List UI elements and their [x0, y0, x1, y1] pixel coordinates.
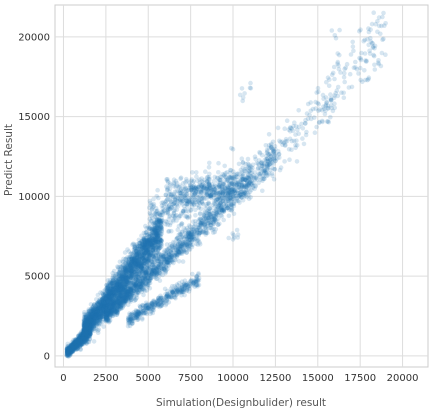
scatter-point: [253, 154, 258, 159]
scatter-point: [191, 225, 196, 230]
scatter-point: [169, 244, 174, 249]
scatter-point: [133, 297, 138, 302]
scatter-point: [129, 288, 134, 293]
scatter-point: [188, 247, 193, 252]
scatter-point: [142, 246, 147, 251]
scatter-point: [167, 255, 172, 260]
scatter-point: [235, 198, 240, 203]
scatter-point: [197, 240, 202, 245]
scatter-point: [159, 239, 164, 244]
scatter-point: [181, 259, 186, 264]
scatter-point: [132, 257, 137, 262]
scatter-point: [67, 348, 72, 353]
scatter-point: [144, 270, 149, 275]
scatter-point: [171, 261, 176, 266]
scatter-point: [105, 302, 110, 307]
scatter-point: [153, 244, 158, 249]
scatter-point: [127, 249, 132, 254]
scatter-point: [123, 250, 128, 255]
scatter-point: [265, 167, 270, 172]
scatter-point: [107, 295, 112, 300]
scatter-point: [90, 313, 95, 318]
scatter-point: [183, 229, 188, 234]
scatter-point: [92, 339, 97, 344]
scatter-point: [259, 167, 264, 172]
scatter-point: [92, 326, 97, 331]
scatter-point: [96, 293, 101, 298]
scatter-point: [128, 264, 133, 269]
scatter-point: [265, 150, 270, 155]
scatter-point: [84, 331, 89, 336]
scatter-point: [116, 283, 121, 288]
scatter-point: [257, 150, 262, 155]
scatter-point: [134, 281, 139, 286]
scatter-point: [120, 259, 125, 264]
scatter-point: [271, 140, 276, 145]
scatter-point: [208, 226, 213, 231]
scatter-point: [248, 195, 253, 200]
scatter-point: [256, 162, 261, 167]
scatter-point: [145, 276, 150, 281]
scatter-point: [183, 241, 188, 246]
scatter-point: [260, 189, 265, 194]
scatter-point: [116, 265, 121, 270]
scatter-point: [95, 309, 100, 314]
scatter-point: [157, 266, 162, 271]
scatter-point: [105, 319, 110, 324]
scatter-point: [141, 293, 146, 298]
scatter-point: [141, 237, 146, 242]
scatter-point: [156, 234, 161, 239]
scatter-point: [142, 264, 147, 269]
scatter-point: [177, 259, 182, 264]
scatter-point: [149, 265, 154, 270]
scatter-point: [216, 222, 221, 227]
scatter-point: [164, 261, 169, 266]
scatter-point: [137, 238, 142, 243]
scatter-point: [129, 276, 134, 281]
scatter-point: [83, 319, 88, 324]
scatter-point: [153, 269, 158, 274]
scatter-point: [114, 276, 119, 281]
scatter-point: [227, 214, 232, 219]
scatter-point: [98, 297, 103, 302]
scatter-point: [182, 248, 187, 253]
scatter-point: [154, 276, 159, 281]
scatter-point: [158, 262, 163, 267]
scatter-point: [98, 319, 103, 324]
scatter-point: [134, 252, 139, 257]
scatter-point: [148, 243, 153, 248]
scatter-point: [96, 330, 101, 335]
scatter-point: [193, 213, 198, 218]
scatter-point: [113, 304, 118, 309]
scatter-point: [82, 336, 87, 341]
scatter-point: [84, 326, 89, 331]
scatter-point: [123, 277, 128, 282]
scatter-point: [187, 241, 192, 246]
scatter-point: [108, 290, 113, 295]
scatter-point: [140, 260, 145, 265]
scatter-point: [215, 213, 220, 218]
scatter-point: [106, 283, 111, 288]
scatter-point: [260, 178, 265, 183]
scatter-point: [269, 154, 274, 159]
scatter-point: [157, 270, 162, 275]
scatter-point: [131, 242, 136, 247]
scatter-point: [148, 286, 153, 291]
scatter-point: [148, 272, 153, 277]
scatter-point: [214, 227, 219, 232]
scatter-point: [209, 215, 214, 220]
scatter-point: [126, 268, 131, 273]
scatter-point: [255, 173, 260, 178]
scatter-point: [179, 238, 184, 243]
scatter-point: [74, 344, 79, 349]
scatter-point: [148, 281, 153, 286]
scatter-point: [92, 303, 97, 308]
scatter-point: [162, 267, 167, 272]
scatter-point: [88, 318, 93, 323]
scatter-point: [115, 308, 120, 313]
scatter-point: [126, 292, 131, 297]
scatter-point: [94, 313, 99, 318]
